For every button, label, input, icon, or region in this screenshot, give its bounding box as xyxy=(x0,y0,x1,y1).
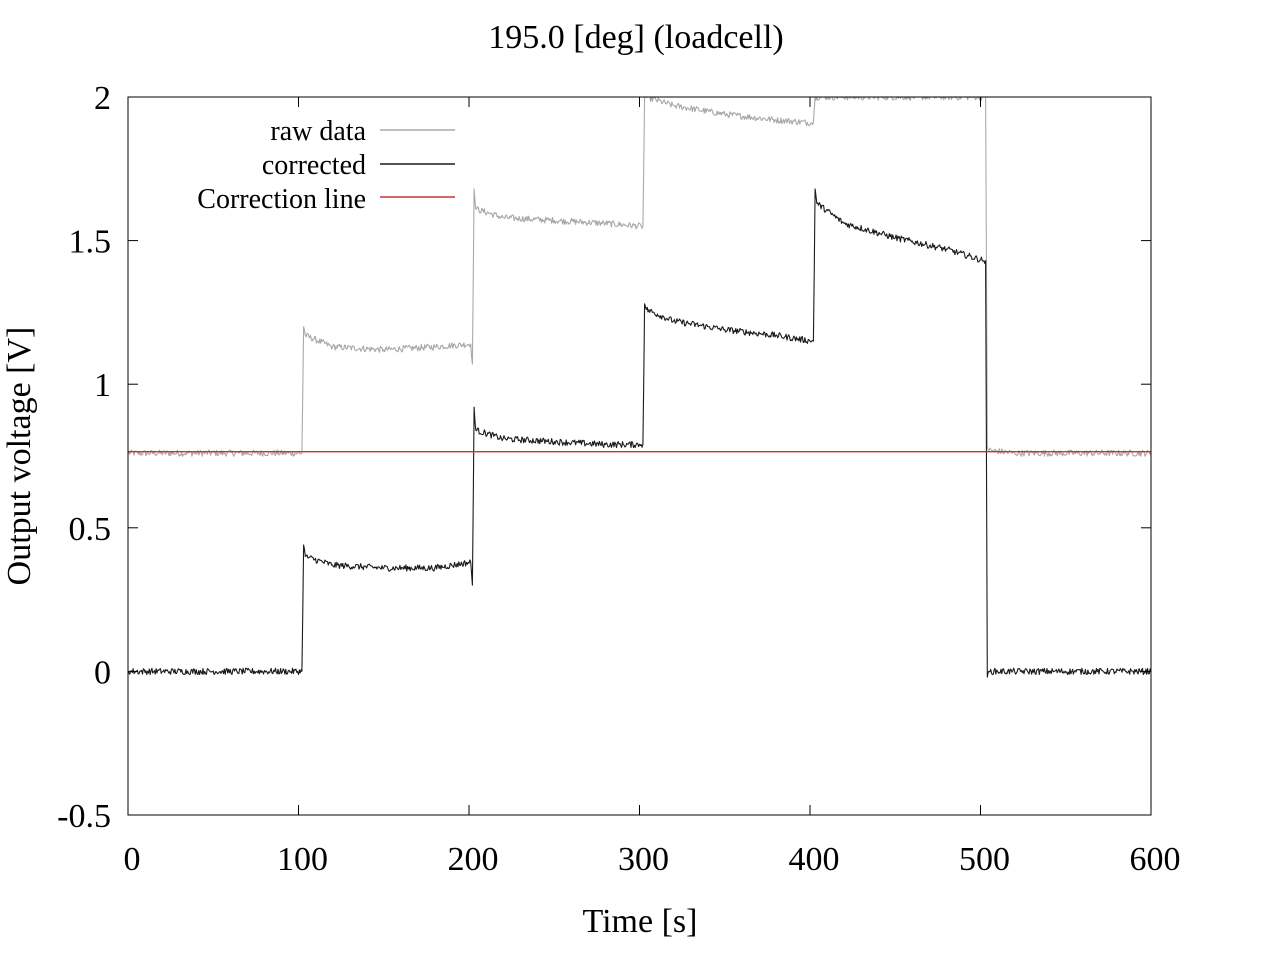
x-tick-label: 600 xyxy=(1130,841,1181,878)
x-tick-labels: 0 100 200 300 400 500 600 xyxy=(124,841,1181,878)
series-raw-data xyxy=(128,94,1151,456)
y-tick-label: -0.5 xyxy=(57,798,111,835)
x-tick-label: 500 xyxy=(959,841,1010,878)
legend: raw data corrected Correction line xyxy=(197,116,455,215)
legend-label-correction-line: Correction line xyxy=(197,184,366,215)
y-tick-label: 0.5 xyxy=(69,511,112,548)
y-tick-label: 2 xyxy=(94,80,111,117)
x-tick-label: 0 xyxy=(124,841,141,878)
x-tick-label: 400 xyxy=(789,841,840,878)
series-layer xyxy=(128,94,1151,677)
y-tick-labels: -0.5 0 0.5 1 1.5 2 xyxy=(57,80,111,835)
y-axis-label: Output voltage [V] xyxy=(1,327,38,586)
chart-title: 195.0 [deg] (loadcell) xyxy=(488,19,784,56)
x-axis-label: Time [s] xyxy=(583,903,698,940)
legend-label-raw: raw data xyxy=(270,116,366,147)
x-tick-label: 300 xyxy=(618,841,669,878)
y-tick-label: 0 xyxy=(94,654,111,691)
legend-label-corrected: corrected xyxy=(262,150,366,181)
y-tick-label: 1 xyxy=(94,367,111,404)
series-corrected xyxy=(128,189,1151,677)
x-tick-label: 200 xyxy=(448,841,499,878)
x-tick-label: 100 xyxy=(277,841,328,878)
y-tick-label: 1.5 xyxy=(69,224,112,261)
